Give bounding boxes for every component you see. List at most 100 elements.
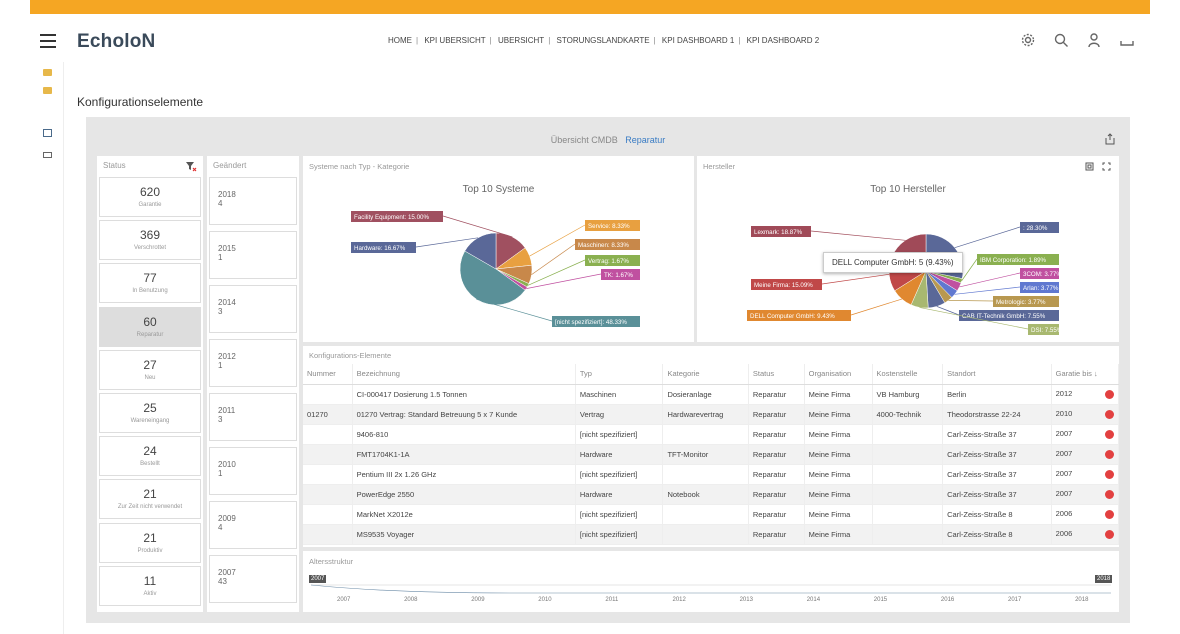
column-header[interactable]: Kategorie <box>662 364 749 385</box>
status-tile[interactable]: 620 Garantie <box>99 177 201 217</box>
year-count: 4 <box>218 523 223 532</box>
year-label: 2015 <box>218 244 236 253</box>
nav-kpi-uebersicht[interactable]: KPI UBERSICHT <box>424 36 486 45</box>
ci-table-card: Konfigurations-Elemente Nummer Bezeichnun… <box>303 346 1119 547</box>
search-icon[interactable] <box>1053 32 1069 48</box>
slice-label: CAB IT-Technik GmbH: 7.55% <box>962 313 1046 320</box>
timeline-year-label: 2013 <box>739 597 753 603</box>
column-header[interactable]: Standort <box>942 364 1052 385</box>
table-row[interactable]: 9406-810 [nicht spezifiziert] Reparatur Mei… <box>303 424 1119 445</box>
menu-icon[interactable] <box>40 34 56 48</box>
status-count: 21 <box>143 487 157 502</box>
changed-year-tile[interactable]: 2011 3 <box>209 393 297 441</box>
column-header[interactable]: Kostenstelle <box>872 364 944 385</box>
folder-icon[interactable] <box>43 69 52 76</box>
nav-kpi-dashboard-1[interactable]: KPI DASHBOARD 1 <box>661 36 735 45</box>
changed-year-tile[interactable]: 2018 4 <box>209 177 297 225</box>
slice-label: Hardware: 16.67% <box>354 245 406 252</box>
status-tile[interactable]: 11 Aktiv <box>99 565 201 606</box>
table-cell: Dosieranlage <box>662 384 749 405</box>
table-cell: [nicht spezifiziert] <box>575 524 664 545</box>
table-cell: Meine Firma <box>804 384 873 405</box>
status-tile[interactable]: 77 In Benutzung <box>99 263 201 304</box>
slice-label: Vertrag: 1.67% <box>588 258 629 265</box>
status-label: Produktiv <box>137 547 163 554</box>
slice-label-box <box>977 254 1059 265</box>
status-count: 27 <box>143 357 157 372</box>
nav-stoerungslandkarte[interactable]: STORUNGSLANDKARTE <box>556 36 650 45</box>
app-logo[interactable]: EcholoN <box>77 31 156 52</box>
gear-icon[interactable] <box>1020 32 1036 48</box>
changed-year-tile[interactable]: 2010 1 <box>209 447 297 495</box>
range-end-handle[interactable]: 2018 <box>1095 575 1113 583</box>
year-count: 1 <box>218 469 223 478</box>
timeline-year-label: 2010 <box>538 597 552 603</box>
range-start-handle[interactable]: 2007 <box>309 575 327 583</box>
printer-icon[interactable] <box>43 152 52 158</box>
timeline-year-label: 2011 <box>605 597 619 603</box>
table-row[interactable]: Pentium III 2x 1.26 GHz [nicht spezifizie… <box>303 464 1119 485</box>
tray-icon[interactable] <box>1119 32 1135 48</box>
column-header[interactable]: Organisation <box>804 364 873 385</box>
column-header[interactable]: Nummer <box>303 364 353 385</box>
status-tile[interactable]: 24 Bestellt <box>99 436 201 477</box>
changed-year-tile[interactable]: 2012 1 <box>209 339 297 387</box>
slice-label-box <box>751 226 811 237</box>
user-icon[interactable] <box>1086 32 1102 48</box>
changed-year-tile[interactable]: 2009 4 <box>209 501 297 549</box>
status-tile[interactable]: 25 Wareneingang <box>99 393 201 433</box>
column-header[interactable]: Status <box>748 364 805 385</box>
table-row[interactable]: PowerEdge 2550 Hardware Notebook Reparatur M… <box>303 484 1119 505</box>
label-connector <box>476 298 553 322</box>
slice-label: DELL Computer GmbH: 9.43% <box>750 313 835 320</box>
nav-kpi-dashboard-2[interactable]: KPI DASHBOARD 2 <box>746 36 820 45</box>
table-cell: Meine Firma <box>804 464 873 485</box>
status-tile[interactable]: 21 Produktiv <box>99 522 201 563</box>
table-cell <box>662 524 749 545</box>
table-cell: [nicht spezifiziert] <box>575 464 664 485</box>
folder-icon[interactable] <box>43 87 52 94</box>
nav-home[interactable]: HOME <box>388 36 412 45</box>
slice-label-box <box>351 211 443 222</box>
header: EcholoN HOME | KPI UBERSICHT | UBERSICHT | … <box>0 14 1180 70</box>
dashboard-icon[interactable] <box>43 129 52 137</box>
table-cell: 2007 <box>1051 444 1119 465</box>
filter-clear-icon[interactable] <box>185 161 197 172</box>
pie-slice[interactable] <box>459 250 526 306</box>
table-row[interactable]: FMT1704K1-1A Hardware TFT-Monitor Reparatur… <box>303 444 1119 465</box>
export-icon[interactable] <box>1104 133 1116 145</box>
status-tile[interactable]: 369 Verschrottet <box>99 220 201 261</box>
table-row[interactable]: 01270 01270 Vertrag: Standard Betreuung 5… <box>303 404 1119 425</box>
nav-uebersicht[interactable]: UBERSICHT <box>497 36 545 45</box>
table-cell: Hardware <box>575 444 664 465</box>
changed-year-tile[interactable]: 2014 3 <box>209 285 297 333</box>
table-cell <box>303 524 353 545</box>
status-tile[interactable]: 21 Zur Zeit nicht verwendet <box>99 479 201 520</box>
table-row[interactable]: MS9535 Voyager [nicht spezifiziert] Repara… <box>303 524 1119 545</box>
table-cell: PowerEdge 2550 <box>352 484 576 505</box>
status-tile[interactable]: 27 Neu <box>99 349 201 390</box>
expand-icon[interactable] <box>1102 162 1111 171</box>
column-header[interactable]: Bezeichnung <box>352 364 576 385</box>
changed-year-tile[interactable]: 2007 43 <box>209 555 297 603</box>
label-connector <box>529 224 586 257</box>
table-cell: Reparatur <box>748 404 805 425</box>
table-cell <box>872 444 944 465</box>
table-cell: Berlin <box>942 384 1052 405</box>
active-filter[interactable]: Reparatur <box>625 135 666 145</box>
column-header[interactable]: Garatie bis ↓ <box>1051 364 1119 385</box>
table-cell <box>303 504 353 525</box>
slice-label-box <box>601 269 640 280</box>
timeline-year-label: 2009 <box>471 597 485 603</box>
status-tile[interactable]: 60 Reparatur <box>99 306 201 347</box>
slice-label-box <box>575 239 640 250</box>
year-label: 2012 <box>218 352 236 361</box>
table-row[interactable]: MarkNet X2012e [nicht spezifiziert] Repara… <box>303 504 1119 525</box>
slice-label: TK: 1.67% <box>604 272 633 279</box>
table-row[interactable]: CI-000417 Dosierung 1.5 Tonnen Maschinen D… <box>303 384 1119 405</box>
status-label: Bestellt <box>140 461 160 468</box>
column-header[interactable]: Typ <box>575 364 664 385</box>
copy-icon[interactable] <box>1085 162 1094 171</box>
changed-year-tile[interactable]: 2015 1 <box>209 231 297 279</box>
slice-label: Metrologic: 3.77% <box>996 299 1046 306</box>
